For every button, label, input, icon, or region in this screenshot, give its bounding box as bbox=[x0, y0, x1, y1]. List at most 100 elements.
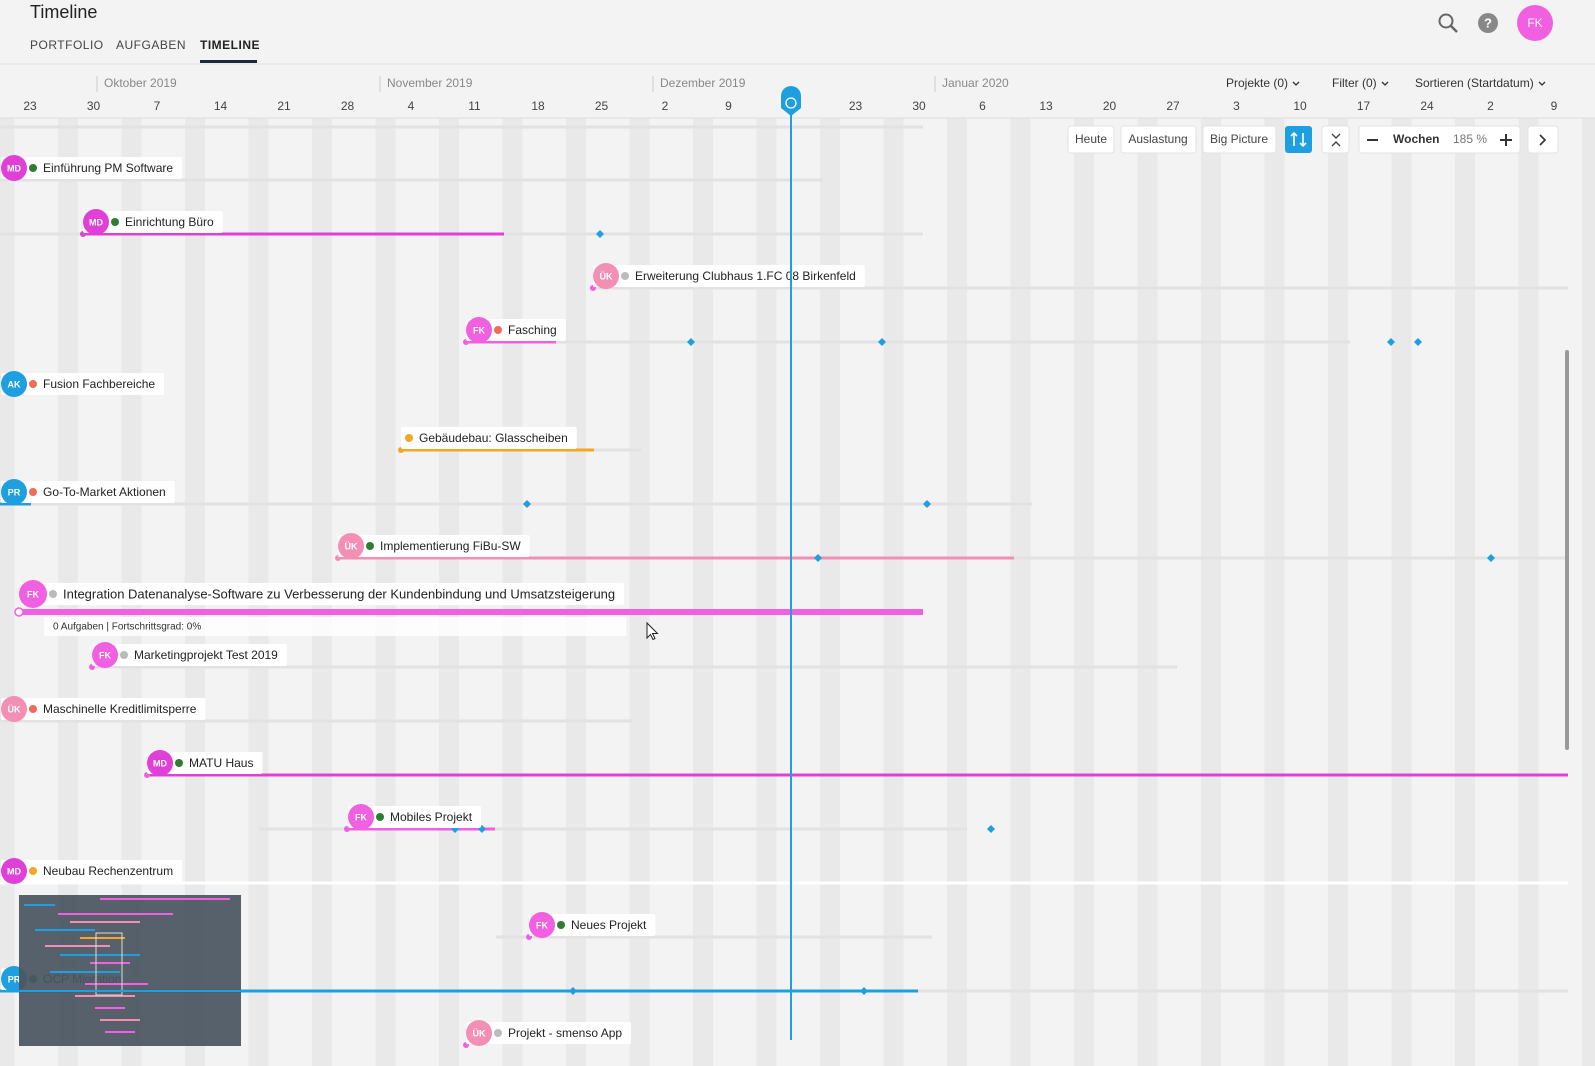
milestone[interactable] bbox=[878, 338, 886, 346]
projects-dropdown[interactable]: Projekte (0) bbox=[1226, 76, 1288, 90]
milestone[interactable] bbox=[1387, 338, 1395, 346]
swap-button[interactable] bbox=[1285, 126, 1312, 153]
project-name[interactable]: Projekt - smenso App bbox=[508, 1026, 622, 1040]
milestone[interactable] bbox=[687, 338, 695, 346]
owner-initials: PR bbox=[8, 487, 21, 497]
week-stripe bbox=[1074, 118, 1094, 1066]
label-background bbox=[348, 806, 482, 828]
week-label: 10 bbox=[1293, 99, 1307, 113]
milestone[interactable] bbox=[814, 554, 822, 562]
tab-indicator bbox=[200, 60, 257, 63]
project-name[interactable]: Fusion Fachbereiche bbox=[43, 377, 155, 391]
owner-initials: MD bbox=[7, 866, 21, 876]
week-label: 9 bbox=[1551, 99, 1558, 113]
milestone[interactable] bbox=[1487, 554, 1495, 562]
project-row: MD Neubau Rechenzentrum bbox=[0, 858, 1568, 885]
owner-avatar[interactable] bbox=[83, 209, 109, 235]
tab[interactable]: AUFGABEN bbox=[116, 38, 186, 52]
status-dot bbox=[405, 434, 413, 442]
project-row: ÜK Maschinelle Kreditlimitsperre bbox=[0, 696, 632, 723]
project-name[interactable]: Fasching bbox=[508, 323, 557, 337]
milestone[interactable] bbox=[569, 987, 577, 995]
tab[interactable]: PORTFOLIO bbox=[30, 38, 104, 52]
project-name[interactable]: Mobiles Projekt bbox=[390, 810, 473, 824]
project-name[interactable]: Einführung PM Software bbox=[43, 161, 173, 175]
label-background bbox=[147, 752, 263, 774]
owner-avatar[interactable] bbox=[1, 371, 27, 397]
owner-avatar[interactable] bbox=[1, 858, 27, 884]
today-clock bbox=[785, 97, 797, 109]
scrollbar[interactable] bbox=[1565, 350, 1569, 750]
milestone[interactable] bbox=[1414, 338, 1422, 346]
project-name[interactable]: Marketingprojekt Test 2019 bbox=[134, 648, 278, 662]
owner-avatar[interactable] bbox=[147, 750, 173, 776]
project-name[interactable]: Gebäudebau: Glasscheiben bbox=[419, 431, 568, 445]
owner-avatar[interactable] bbox=[593, 263, 619, 289]
filter-dropdown[interactable]: Filter (0) bbox=[1332, 76, 1377, 90]
zoom-in[interactable] bbox=[1500, 134, 1512, 146]
owner-initials: ÜK bbox=[473, 1028, 486, 1038]
status-dot bbox=[376, 813, 384, 821]
week-label: 6 bbox=[979, 99, 986, 113]
milestone[interactable] bbox=[523, 500, 531, 508]
owner-avatar[interactable] bbox=[1, 479, 27, 505]
zoom-unit[interactable]: Wochen bbox=[1393, 132, 1439, 146]
load-button[interactable] bbox=[1120, 125, 1197, 154]
owner-avatar[interactable] bbox=[19, 580, 47, 608]
week-label: 9 bbox=[725, 99, 732, 113]
start-handle bbox=[344, 826, 350, 832]
help-icon[interactable]: ? bbox=[1478, 13, 1498, 33]
milestone[interactable] bbox=[596, 230, 604, 238]
milestone[interactable] bbox=[923, 500, 931, 508]
project-name[interactable]: Erweiterung Clubhaus 1.FC 08 Birkenfeld bbox=[635, 269, 856, 283]
project-row: FK Mobiles Projekt bbox=[259, 804, 995, 833]
owner-avatar[interactable] bbox=[1, 155, 27, 181]
owner-initials: MD bbox=[153, 758, 167, 768]
tab-active[interactable]: TIMELINE bbox=[200, 38, 260, 52]
week-label: 7 bbox=[154, 99, 161, 113]
week-label: 20 bbox=[1103, 99, 1117, 113]
project-name[interactable]: Go-To-Market Aktionen bbox=[43, 485, 166, 499]
collapse-button[interactable] bbox=[1321, 125, 1350, 154]
project-name[interactable]: Neues Projekt bbox=[571, 918, 647, 932]
sort-dropdown[interactable]: Sortieren (Startdatum) bbox=[1415, 76, 1534, 90]
next-button[interactable] bbox=[1527, 125, 1559, 154]
week-label: 13 bbox=[1039, 99, 1053, 113]
project-row: AK Fusion Fachbereiche bbox=[1, 371, 165, 397]
big-picture-button[interactable] bbox=[1202, 125, 1277, 154]
minimap[interactable] bbox=[19, 895, 241, 1046]
project-name[interactable]: Neubau Rechenzentrum bbox=[43, 864, 173, 878]
status-dot bbox=[29, 380, 37, 388]
status-dot bbox=[366, 542, 374, 550]
project-name[interactable]: Implementierung FiBu-SW bbox=[380, 539, 521, 553]
project-name[interactable]: Maschinelle Kreditlimitsperre bbox=[43, 702, 197, 716]
today-button[interactable] bbox=[1067, 125, 1115, 154]
owner-avatar[interactable] bbox=[466, 1020, 492, 1046]
label-background bbox=[529, 914, 656, 936]
project-name[interactable]: Integration Datenanalyse-Software zu Ver… bbox=[63, 586, 615, 601]
project-row: ÜK Projekt - smenso App bbox=[463, 1020, 632, 1048]
today-marker[interactable] bbox=[781, 86, 801, 116]
project-row: ÜK Erweiterung Clubhaus 1.FC 08 Birkenfel… bbox=[590, 263, 1568, 291]
owner-avatar[interactable] bbox=[348, 804, 374, 830]
milestone[interactable] bbox=[860, 987, 868, 995]
owner-avatar[interactable] bbox=[1, 696, 27, 722]
button-label: Big Picture bbox=[1210, 132, 1268, 146]
milestone[interactable] bbox=[987, 825, 995, 833]
owner-avatar[interactable] bbox=[338, 533, 364, 559]
user-avatar[interactable] bbox=[1517, 5, 1553, 41]
project-name[interactable]: MATU Haus bbox=[189, 756, 253, 770]
search-icon[interactable] bbox=[1438, 13, 1458, 33]
svg-text:?: ? bbox=[1484, 15, 1492, 30]
owner-initials: FK bbox=[27, 589, 39, 599]
week-label: 23 bbox=[849, 99, 863, 113]
week-label: 30 bbox=[912, 99, 926, 113]
owner-initials: FK bbox=[99, 650, 111, 660]
project-name[interactable]: Einrichtung Büro bbox=[125, 215, 214, 229]
label-background bbox=[83, 211, 223, 233]
owner-avatar[interactable] bbox=[466, 317, 492, 343]
owner-avatar[interactable] bbox=[92, 642, 118, 668]
label-background bbox=[593, 265, 865, 287]
owner-avatar[interactable] bbox=[529, 912, 555, 938]
week-label: 3 bbox=[1233, 99, 1240, 113]
